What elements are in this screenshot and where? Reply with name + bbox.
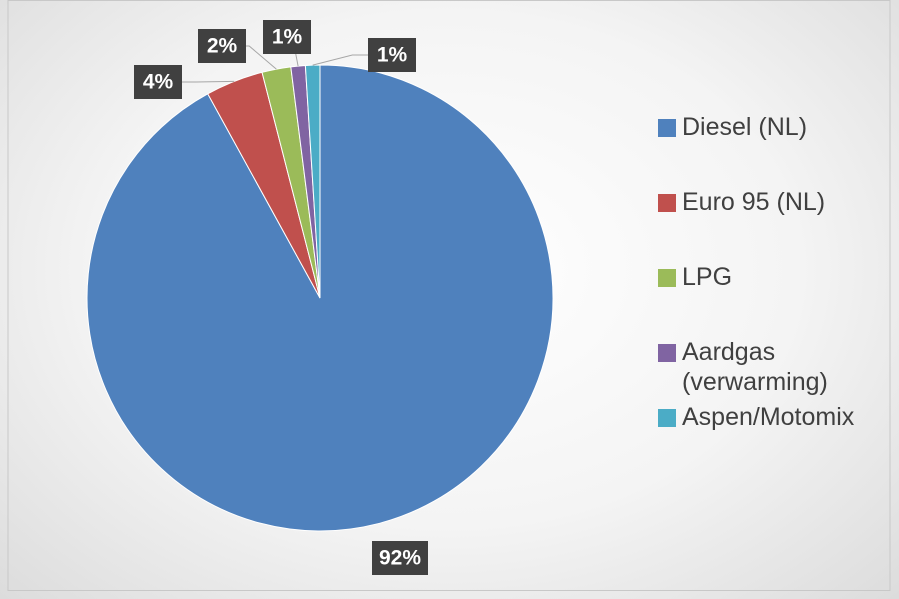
legend-swatch xyxy=(658,344,676,362)
data-label-box xyxy=(263,20,311,54)
data-label: 1% xyxy=(377,44,408,67)
legend-label: Aardgas (verwarming) xyxy=(682,338,828,396)
legend-item: LPG xyxy=(650,262,732,292)
legend-swatch xyxy=(658,409,676,427)
leader-line xyxy=(246,45,277,70)
data-label: 2% xyxy=(207,35,238,58)
legend-swatch xyxy=(658,119,676,137)
data-label-box xyxy=(372,541,428,575)
frame xyxy=(7,0,891,591)
legend-item: Euro 95 (NL) xyxy=(650,187,825,217)
data-label-box xyxy=(134,65,182,99)
legend-label: LPG xyxy=(682,263,733,291)
legend-swatch xyxy=(658,194,676,212)
leader-line xyxy=(312,54,368,66)
legend-item: Aardgas (verwarming) xyxy=(650,337,882,397)
legend-label: Euro 95 (NL) xyxy=(682,188,826,216)
data-label: 4% xyxy=(143,71,174,94)
data-label: 1% xyxy=(272,26,303,49)
legend-swatch xyxy=(658,269,676,287)
leader-line xyxy=(182,80,235,83)
data-label: 92% xyxy=(379,547,421,570)
data-label-box xyxy=(368,38,416,72)
legend-label: Diesel (NL) xyxy=(682,113,808,141)
legend-item: Diesel (NL) xyxy=(650,112,807,142)
data-label-box xyxy=(198,29,246,63)
legend-label: Aspen/Motomix xyxy=(682,403,855,431)
legend-item: Aspen/Motomix xyxy=(650,402,854,432)
